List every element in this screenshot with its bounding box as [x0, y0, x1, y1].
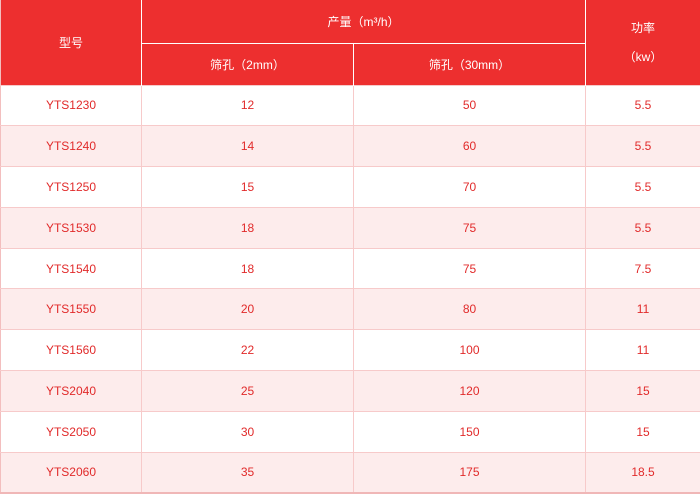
output-30mm-cell: 120: [352, 370, 586, 412]
model-cell: YTS2050: [0, 410, 142, 453]
output-30mm-cell: 150: [352, 410, 586, 453]
power-cell: 5.5: [585, 84, 700, 126]
table-row: YTS1540 18 75 7.5: [0, 247, 700, 289]
header-power-label: 功率: [631, 21, 656, 36]
output-2mm-cell: 14: [141, 125, 354, 167]
output-30mm-cell: 70: [352, 166, 586, 208]
model-cell: YTS1540: [0, 247, 142, 289]
table-row: YTS2050 30 150 15: [0, 410, 700, 453]
output-2mm-cell: 18: [141, 247, 354, 289]
header-power-unit: （kw）: [623, 50, 663, 65]
power-cell: 15: [585, 410, 700, 453]
output-2mm-cell: 12: [141, 84, 354, 126]
model-cell: YTS1250: [0, 166, 142, 208]
power-cell: 5.5: [585, 206, 700, 249]
table-row: YTS1250 15 70 5.5: [0, 166, 700, 208]
table-row: YTS1560 22 100 11: [0, 329, 700, 371]
model-cell: YTS1230: [0, 84, 142, 126]
output-2mm-cell: 18: [141, 206, 354, 249]
power-cell: 18.5: [585, 451, 700, 493]
header-sieve-2mm: 筛孔（2mm）: [141, 43, 354, 85]
output-30mm-cell: 75: [352, 247, 586, 289]
table-row: YTS1230 12 50 5.5: [0, 84, 700, 126]
table-body: YTS1230 12 50 5.5 YTS1240 14 60 5.5 YTS1…: [0, 84, 700, 493]
power-cell: 11: [585, 329, 700, 371]
power-cell: 15: [585, 370, 700, 412]
output-2mm-cell: 25: [141, 370, 354, 412]
table-row: YTS1530 18 75 5.5: [0, 206, 700, 249]
table-row: YTS2040 25 120 15: [0, 370, 700, 412]
model-cell: YTS1550: [0, 288, 142, 330]
power-cell: 7.5: [585, 247, 700, 289]
output-30mm-cell: 175: [352, 451, 586, 493]
header-output-group: 产量（m³/h）: [141, 0, 586, 44]
power-cell: 5.5: [585, 166, 700, 208]
output-30mm-cell: 60: [352, 125, 586, 167]
header-power: 功率 （kw）: [585, 0, 700, 85]
model-cell: YTS1240: [0, 125, 142, 167]
table-header: 型号 产量（m³/h） 功率 （kw） 筛孔（2mm） 筛孔（30mm）: [0, 0, 700, 85]
model-cell: YTS2040: [0, 370, 142, 412]
output-2mm-cell: 22: [141, 329, 354, 371]
output-30mm-cell: 80: [352, 288, 586, 330]
table-row: YTS2060 35 175 18.5: [0, 451, 700, 493]
output-30mm-cell: 50: [352, 84, 586, 126]
header-row-sub: 筛孔（2mm） 筛孔（30mm）: [1, 43, 700, 85]
model-cell: YTS2060: [0, 451, 142, 493]
model-cell: YTS1560: [0, 329, 142, 371]
header-sieve-30mm: 筛孔（30mm）: [353, 43, 586, 85]
output-30mm-cell: 100: [352, 329, 586, 371]
output-30mm-cell: 75: [352, 206, 586, 249]
output-2mm-cell: 30: [141, 410, 354, 453]
power-cell: 5.5: [585, 125, 700, 167]
header-row-top: 型号 产量（m³/h） 功率 （kw）: [0, 0, 700, 85]
power-cell: 11: [585, 288, 700, 330]
output-2mm-cell: 35: [141, 451, 354, 493]
model-cell: YTS1530: [0, 206, 142, 249]
output-2mm-cell: 20: [141, 288, 354, 330]
table-row: YTS1240 14 60 5.5: [0, 125, 700, 167]
output-2mm-cell: 15: [141, 166, 354, 208]
header-model: 型号: [0, 0, 142, 85]
table-row: YTS1550 20 80 11: [0, 288, 700, 330]
